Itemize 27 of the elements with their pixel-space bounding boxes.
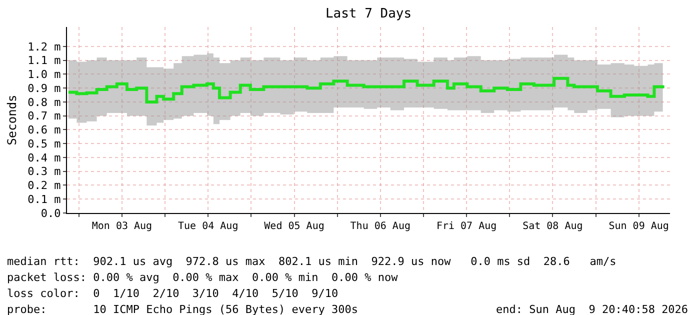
y-axis-title: Seconds — [4, 94, 19, 146]
x-tick-label: Fri 07 Aug — [436, 221, 497, 232]
y-tick-label: 0.2 m — [28, 179, 62, 192]
x-tick-label: Sun 09 Aug — [608, 221, 669, 232]
y-tick-label: 0.9 m — [28, 82, 62, 95]
y-tick-label: 0.8 m — [28, 96, 62, 109]
text: end: Sun Aug 9 20:40:58 2026 — [496, 303, 688, 315]
y-tick-label: 0.4 m — [28, 151, 62, 164]
chart-title: Last 7 Days — [325, 6, 412, 22]
y-tick-label: 0.7 m — [28, 110, 62, 123]
y-tick-label: 0.1 m — [28, 192, 62, 206]
y-tick-label: 1.0 m — [28, 68, 62, 82]
x-tick-label: Wed 05 Aug — [264, 221, 324, 232]
text: packet loss: 0.00 % avg 0.00 % max 0.00 % min 0.00 % now — [7, 271, 398, 284]
x-tick-label: Sat 08 Aug — [522, 221, 583, 232]
y-tick-label: 1.1 m — [28, 54, 62, 68]
y-tick-label: 1.2 m — [28, 40, 62, 54]
x-tick-label: Mon 03 Aug — [92, 221, 152, 232]
text: loss color: 0 1/10 2/10 3/10 4/10 5/10 9/10 — [7, 287, 338, 300]
x-tick-label: Tue 04 Aug — [178, 221, 238, 232]
y-tick-label: 0.6 m — [28, 124, 62, 137]
text: probe: 10 ICMP Echo Pings (56 Bytes) every 300s — [7, 303, 358, 315]
x-tick-label: Thu 06 Aug — [350, 221, 411, 232]
y-tick-label: 0.0 — [40, 206, 61, 220]
text: median rtt: 902.1 us avg 972.8 us max 802.1 us min 922.9 us now 0.0 ms sd 28.6 am/s — [7, 255, 616, 268]
y-tick-label: 0.3 m — [28, 165, 62, 178]
y-tick-label: 0.5 m — [28, 137, 62, 150]
